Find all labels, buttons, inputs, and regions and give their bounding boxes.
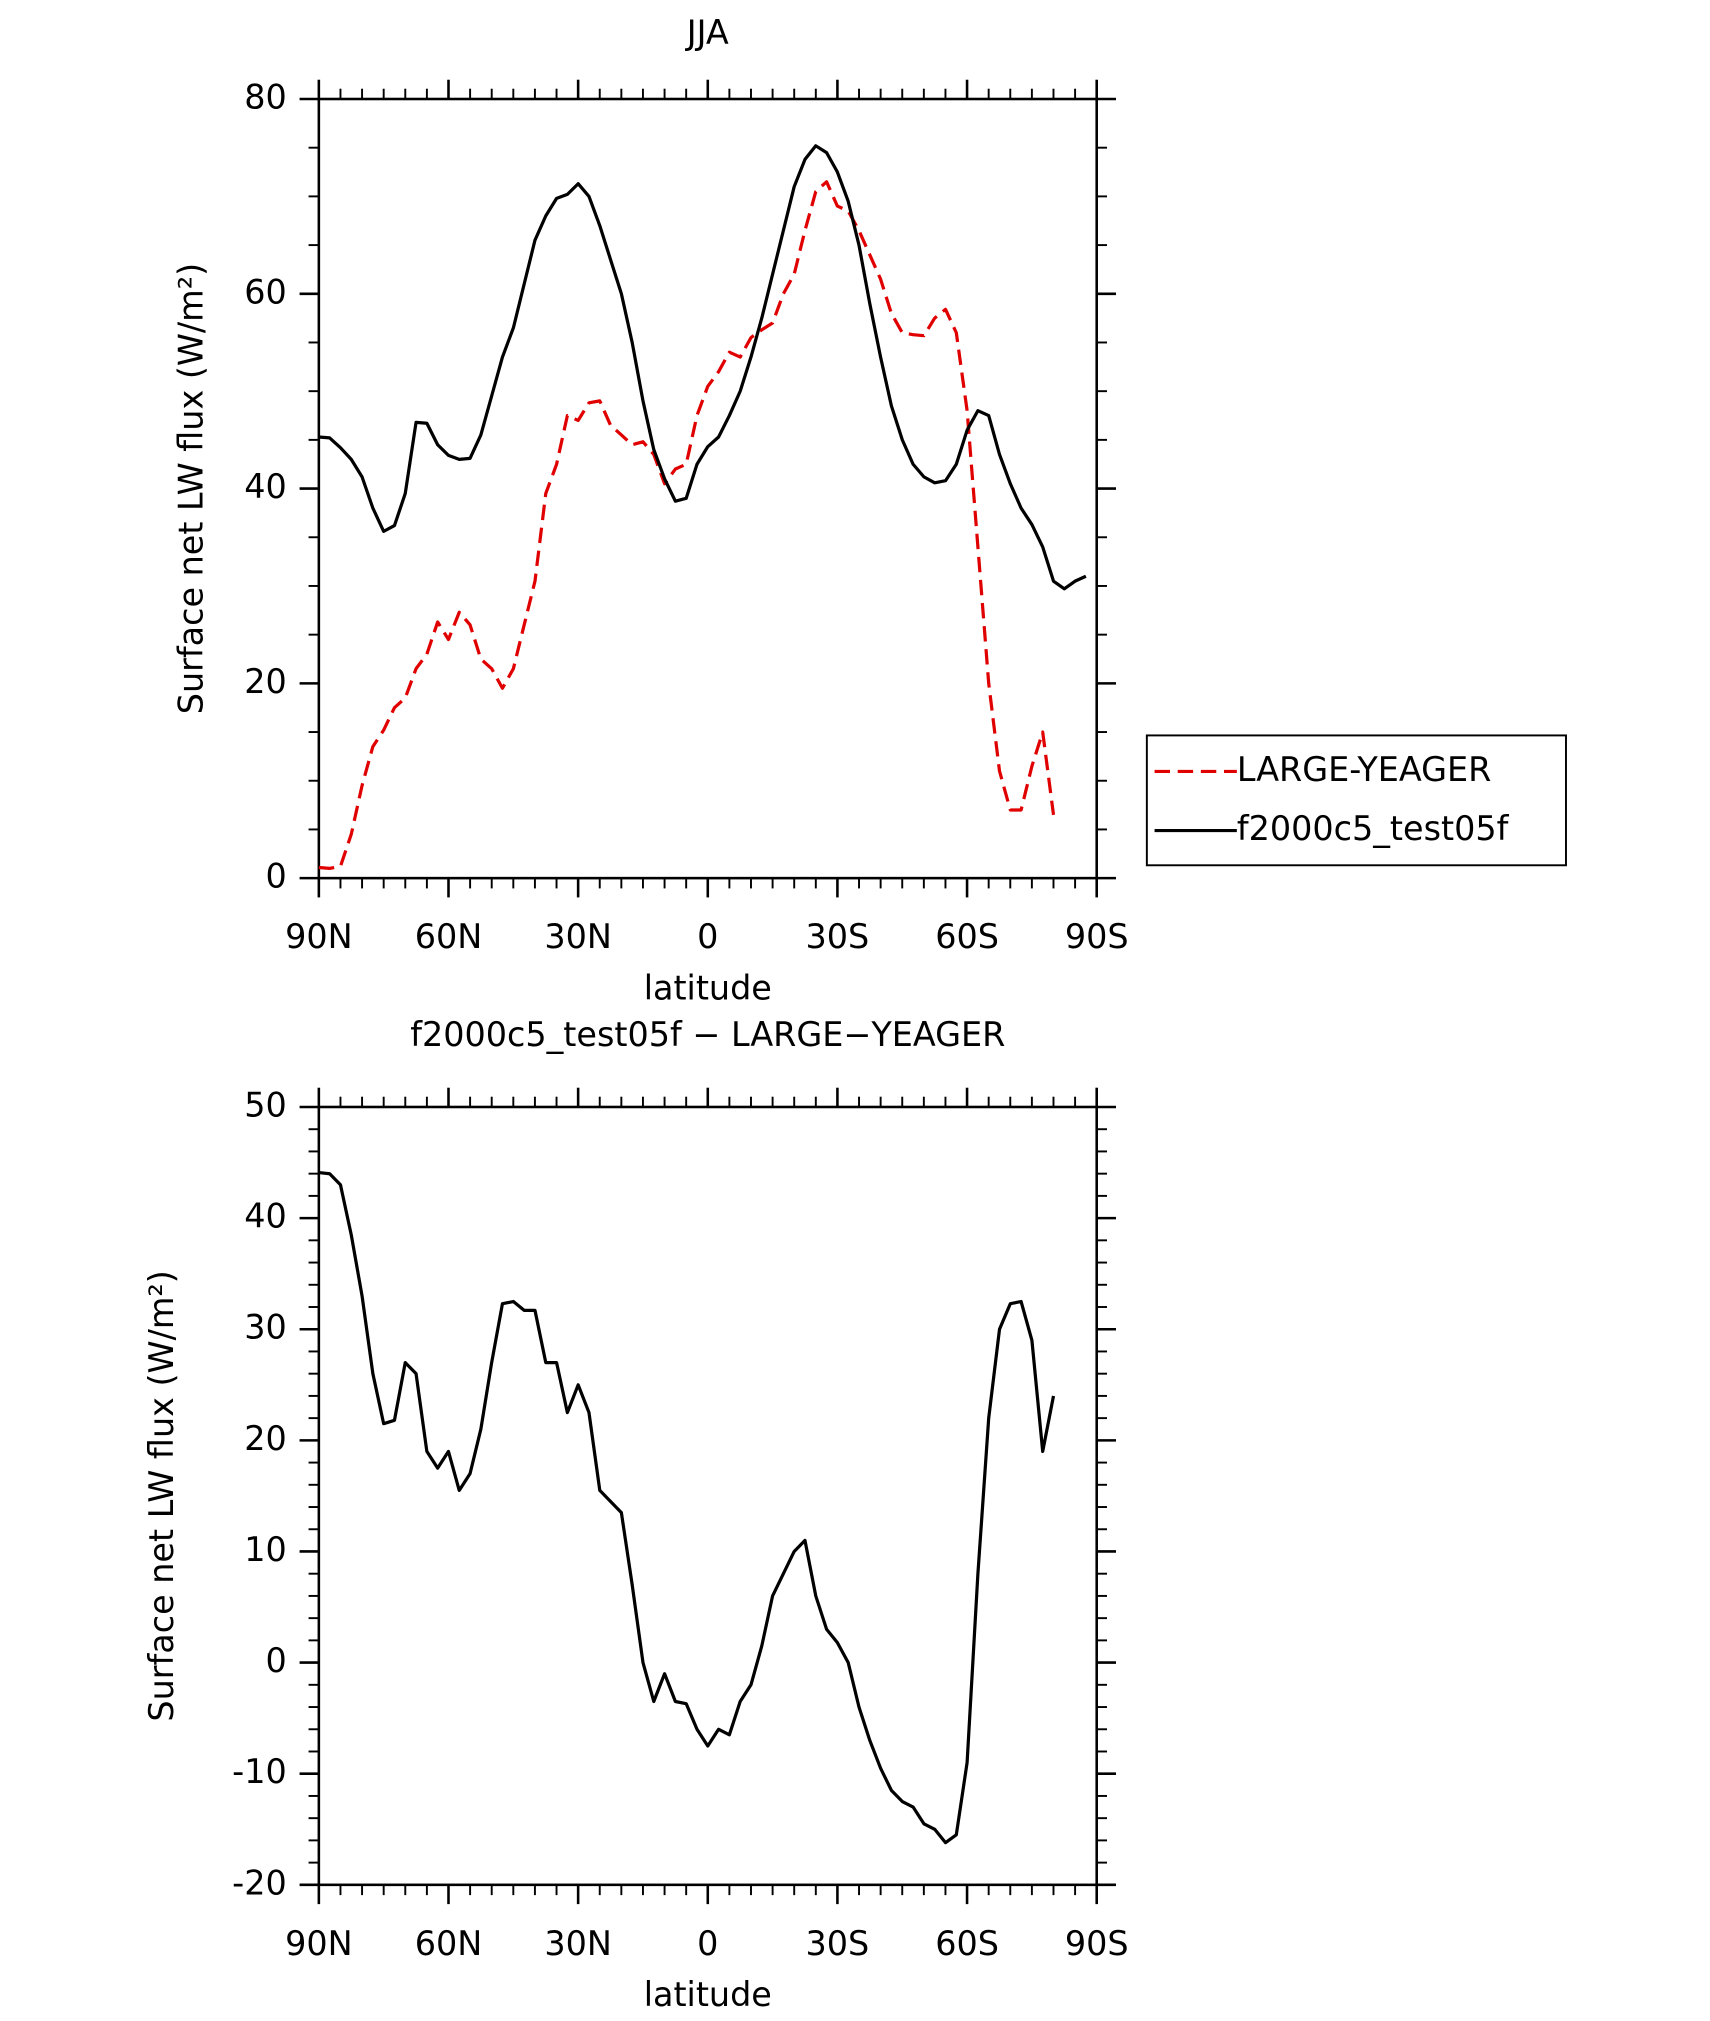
data-line bbox=[318, 144, 1087, 591]
y-tick-label: 50 bbox=[244, 1085, 287, 1124]
x-tick-label: 90S bbox=[1065, 1924, 1129, 1963]
x-tick-label: 60N bbox=[415, 1924, 483, 1963]
y-tick-label: -10 bbox=[232, 1752, 287, 1791]
y-tick-label: 30 bbox=[244, 1308, 287, 1347]
x-tick-label: 60N bbox=[415, 917, 483, 956]
x-axis-label: latitude bbox=[644, 1975, 772, 2014]
x-tick-label: 30S bbox=[806, 917, 870, 956]
x-tick-label: 90N bbox=[285, 1924, 353, 1963]
x-tick-label: 30N bbox=[544, 1924, 612, 1963]
y-tick-label: 0 bbox=[265, 1641, 286, 1680]
y-tick-label: 0 bbox=[265, 857, 286, 896]
y-axis-label: Surface net LW flux (W/m²) bbox=[142, 1270, 181, 1721]
legend-label: LARGE-YEAGER bbox=[1237, 750, 1492, 789]
plot-frame bbox=[317, 97, 1098, 880]
chart-title: f2000c5_test05f − LARGE−YEAGER bbox=[410, 1015, 1005, 1054]
chart-title: JJA bbox=[685, 13, 729, 52]
figure: JJA latitude Surface net LW flux (W/m²) 0 20… bbox=[142, 13, 1567, 2014]
plot-frame bbox=[317, 1105, 1098, 1887]
y-tick-label: 20 bbox=[244, 1419, 287, 1458]
x-tick-label: 30N bbox=[544, 917, 612, 956]
y-tick-label: 40 bbox=[244, 467, 287, 506]
y-tick-label: 20 bbox=[244, 662, 287, 701]
data-line bbox=[318, 1170, 1056, 1845]
y-tick-label: 10 bbox=[244, 1530, 287, 1569]
data-line bbox=[318, 180, 1056, 870]
legend-label: f2000c5_test05f bbox=[1237, 809, 1510, 848]
x-tick-label: 30S bbox=[806, 1924, 870, 1963]
x-tick-label: 90S bbox=[1065, 917, 1129, 956]
y-tick-label: 80 bbox=[244, 77, 287, 116]
x-tick-label: 60S bbox=[935, 1924, 999, 1963]
y-tick-label: 60 bbox=[244, 272, 287, 311]
x-tick-label: 0 bbox=[697, 1924, 718, 1963]
x-tick-label: 60S bbox=[935, 917, 999, 956]
x-axis-label: latitude bbox=[644, 968, 772, 1007]
y-tick-label: 40 bbox=[244, 1197, 287, 1236]
y-tick-label: -20 bbox=[232, 1863, 287, 1902]
x-tick-label: 0 bbox=[697, 917, 718, 956]
x-tick-label: 90N bbox=[285, 917, 353, 956]
legend-box bbox=[1145, 734, 1567, 867]
y-axis-label: Surface net LW flux (W/m²) bbox=[171, 263, 210, 714]
